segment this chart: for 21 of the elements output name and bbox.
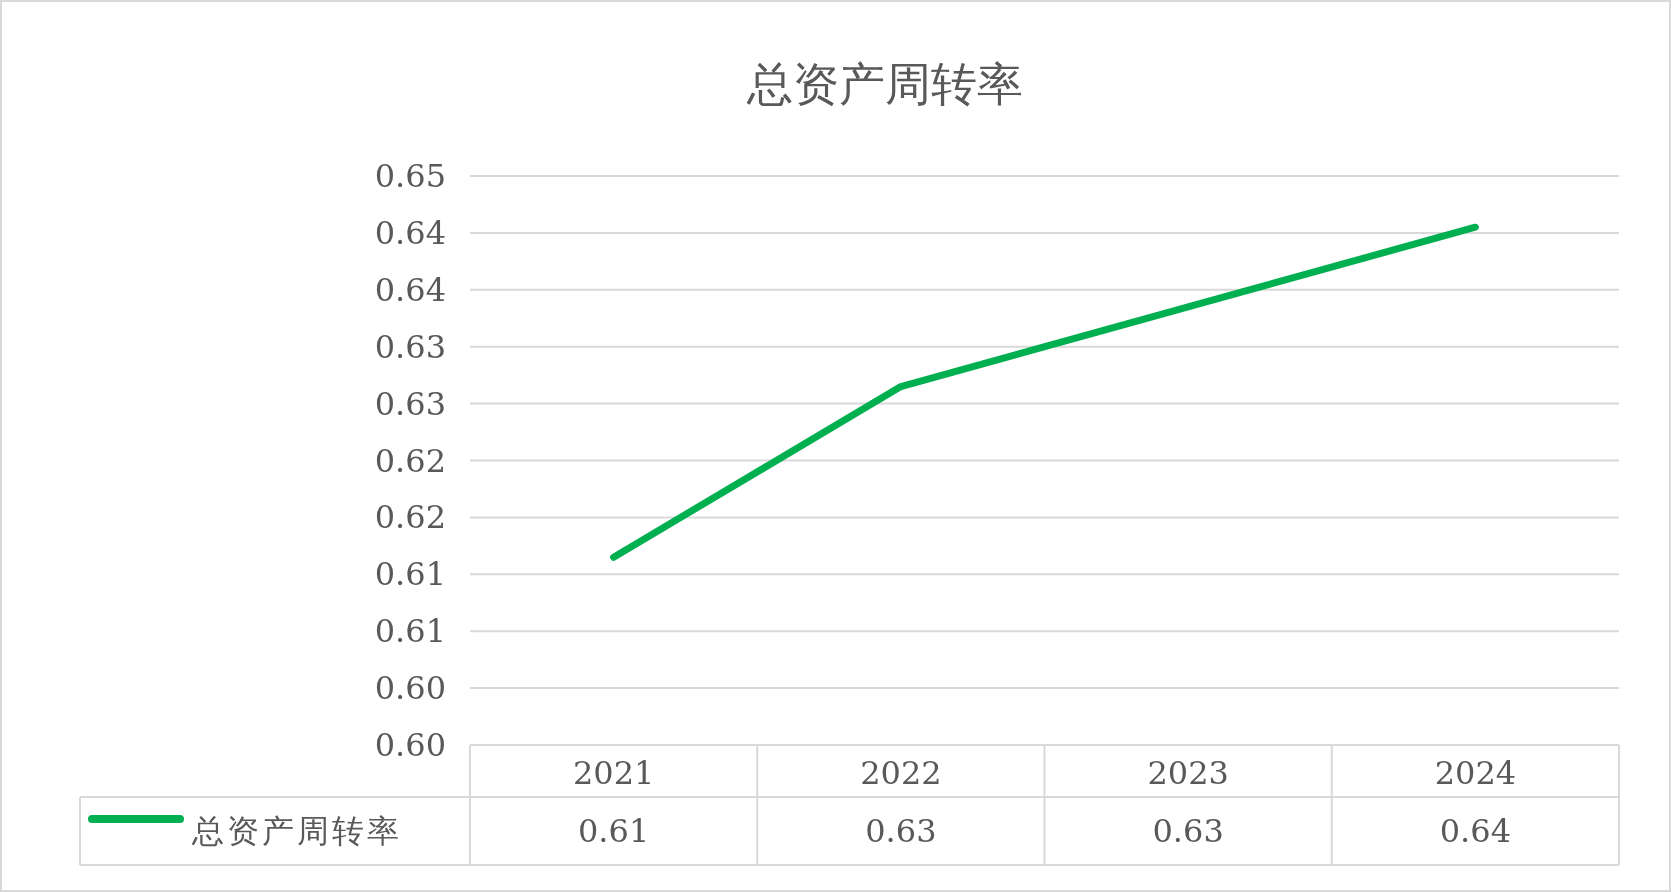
x-tick-label: 2022 (860, 754, 942, 792)
x-tick-label: 2023 (1147, 754, 1229, 792)
data-label: 0.61 (578, 812, 650, 850)
y-tick-label: 0.64 (374, 270, 446, 309)
data-label: 0.63 (1152, 812, 1224, 850)
y-tick-label: 0.60 (374, 726, 446, 764)
y-tick-label: 0.63 (374, 327, 446, 366)
y-tick-label: 0.63 (374, 384, 446, 423)
title: 总资产周转率 (746, 57, 1023, 111)
y-tick-label: 0.61 (374, 612, 446, 651)
y-tick-label: 0.60 (374, 669, 446, 708)
y-tick-label: 0.65 (374, 157, 446, 195)
data-label: 0.64 (1439, 812, 1511, 850)
x-tick-label: 2024 (1434, 754, 1517, 792)
y-tick-label: 0.62 (374, 441, 446, 480)
y-tick-label: 0.62 (374, 498, 446, 537)
legend-label: 总资产周转率 (191, 812, 402, 850)
data-label: 0.63 (865, 812, 937, 850)
y-tick-label: 0.61 (374, 555, 446, 594)
y-tick-label: 0.64 (374, 213, 446, 252)
x-tick-label: 2021 (572, 754, 655, 792)
